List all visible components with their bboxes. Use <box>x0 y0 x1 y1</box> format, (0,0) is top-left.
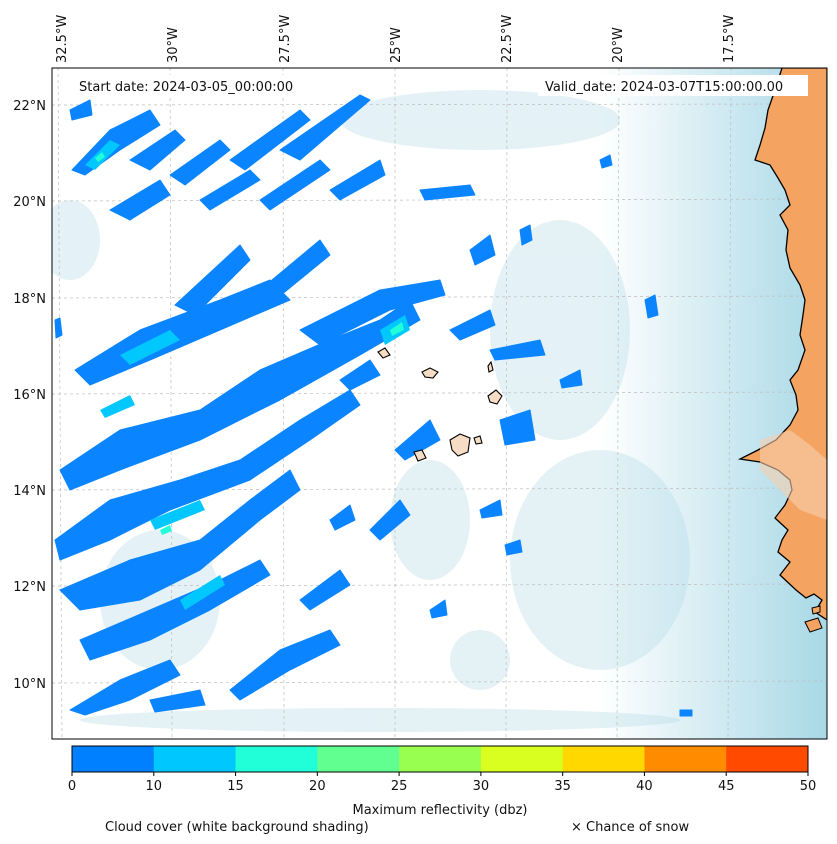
lat-label-16n: 16°N <box>13 388 46 403</box>
colorbar-tick-label: 30 <box>473 779 490 794</box>
lon-label-27-5w: 27.5°W <box>278 15 293 63</box>
lon-label-25w: 25°W <box>389 27 404 63</box>
colorbar-segment <box>480 746 564 772</box>
cloud-cover-shading <box>52 90 690 732</box>
colorbar <box>72 746 809 772</box>
colorbar-segment <box>317 746 400 772</box>
colorbar-segment <box>72 746 155 772</box>
colorbar-segment <box>644 746 727 772</box>
snow-legend: × Chance of snow <box>571 820 689 835</box>
lat-label-22n: 22°N <box>13 99 46 114</box>
latitude-labels: 22°N 20°N 18°N 16°N 14°N 12°N 10°N <box>13 99 46 692</box>
lon-label-30w: 30°W <box>166 27 181 63</box>
cloud-cover-legend: Cloud cover (white background shading) <box>105 820 369 835</box>
colorbar-tick-label: 45 <box>718 779 735 794</box>
colorbar-tick-label: 25 <box>391 779 408 794</box>
colorbar-frame <box>71 745 809 773</box>
colorbar-tick-label: 50 <box>800 779 817 794</box>
valid-date-box <box>538 75 808 96</box>
lat-label-10n: 10°N <box>13 677 46 692</box>
coastal-cloud-overlay <box>760 430 827 520</box>
offshore-islands <box>804 605 823 633</box>
lon-label-22-5w: 22.5°W <box>500 15 515 63</box>
reflectivity-field <box>54 94 693 717</box>
lon-label-17-5w: 17.5°W <box>722 15 737 63</box>
colorbar-ticks: 0 10 15 20 25 30 35 40 45 50 <box>68 772 816 794</box>
lat-label-20n: 20°N <box>13 195 46 210</box>
colorbar-segment <box>399 746 482 772</box>
colorbar-tick-label: 0 <box>68 779 76 794</box>
colorbar-tick-label: 15 <box>227 779 244 794</box>
colorbar-tick-label: 40 <box>636 779 653 794</box>
colorbar-segment <box>726 746 809 772</box>
colorbar-tick-label: 35 <box>554 779 571 794</box>
valid-date-label: Valid_date: 2024-03-07T15:00:00.00 <box>545 80 783 95</box>
colorbar-segment <box>153 746 237 772</box>
colorbar-tick-label: 20 <box>309 779 326 794</box>
map-frame <box>51 67 828 740</box>
reflectivity-highest <box>95 152 404 535</box>
start-date-label: Start date: 2024-03-05_00:00:00 <box>79 80 293 95</box>
colorbar-label: Maximum reflectivity (dbz) <box>353 803 528 818</box>
longitude-labels: 32.5°W 30°W 27.5°W 25°W 22.5°W 20°W 17.5… <box>55 15 737 63</box>
colorbar-segment <box>562 746 645 772</box>
start-date-box <box>72 75 345 96</box>
islands <box>377 347 503 462</box>
lon-label-20w: 20°W <box>611 27 626 63</box>
lon-label-32-5w: 32.5°W <box>55 15 70 63</box>
colorbar-tick-label: 10 <box>146 779 163 794</box>
lat-label-12n: 12°N <box>13 580 46 595</box>
lat-label-18n: 18°N <box>13 292 46 307</box>
colorbar-segment <box>235 746 318 772</box>
lat-label-14n: 14°N <box>13 484 46 499</box>
